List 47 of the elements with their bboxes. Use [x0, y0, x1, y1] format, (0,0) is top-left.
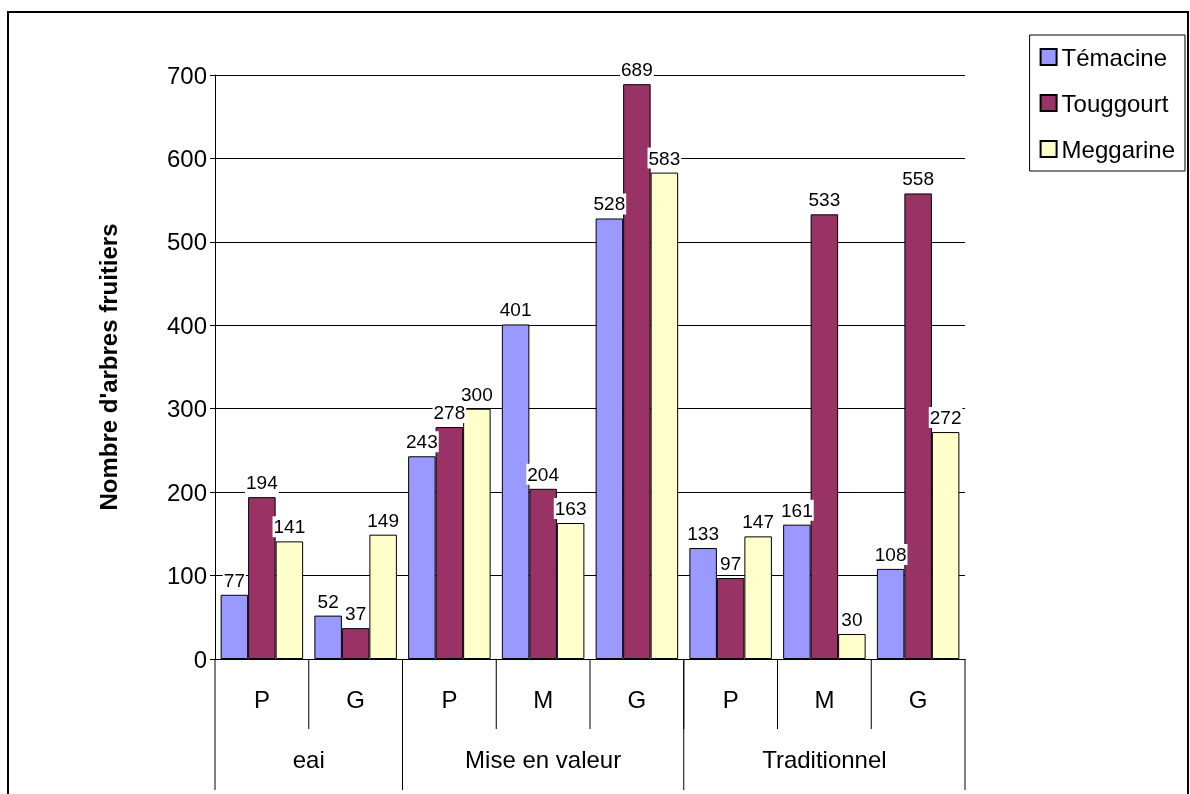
data-label: 30: [841, 608, 863, 630]
data-label: 77: [223, 569, 245, 591]
legend-label: Meggarine: [1061, 135, 1175, 163]
data-label: 108: [874, 543, 907, 565]
x-tick-label: P: [253, 685, 270, 713]
data-label: 689: [621, 59, 653, 81]
data-label: 141: [273, 516, 306, 538]
data-label: 558: [902, 168, 934, 190]
y-tick-label: 600: [166, 144, 207, 172]
text: Traditionnel: [762, 745, 887, 773]
x-tick-label: G: [346, 685, 365, 713]
data-label: 97: [720, 553, 742, 575]
y-axis-title: Nombre d'arbres fruitiers: [94, 223, 122, 511]
data-label: 300: [461, 383, 493, 405]
y-tick-label: 200: [166, 478, 207, 506]
y-tick-label: 400: [166, 311, 207, 339]
x-tick-label: G: [908, 685, 928, 713]
y-tick-label: 700: [166, 61, 207, 89]
data-label: 243: [406, 431, 438, 453]
data-label: 583: [648, 147, 681, 169]
y-tick-label: 300: [166, 395, 207, 423]
text: Mise en valeur: [465, 745, 622, 773]
data-label: 37: [345, 603, 367, 625]
x-tick-label: P: [722, 685, 739, 713]
data-label: 533: [808, 189, 841, 211]
text: eai: [292, 745, 325, 773]
data-label: 133: [687, 523, 719, 545]
data-label: 204: [527, 463, 560, 485]
y-tick-label: 100: [166, 562, 207, 590]
x-tick-label: M: [814, 685, 835, 713]
data-label: 278: [433, 402, 466, 424]
data-label: 147: [742, 511, 774, 533]
y-tick-label: 0: [193, 645, 207, 673]
data-label: 272: [929, 407, 962, 429]
x-tick-label: P: [441, 685, 458, 713]
data-label: 163: [554, 498, 587, 520]
legend-label: Touggourt: [1061, 89, 1169, 117]
legend-label: Témacine: [1061, 43, 1167, 71]
data-label: 401: [499, 299, 532, 321]
data-label: 528: [593, 193, 626, 215]
data-label: 149: [367, 509, 399, 531]
x-tick-label: M: [533, 685, 554, 713]
data-label: 161: [781, 499, 813, 521]
data-label: 194: [246, 472, 279, 494]
x-tick-label: G: [627, 685, 647, 713]
data-label: 52: [317, 590, 339, 612]
y-tick-label: 500: [166, 228, 207, 256]
